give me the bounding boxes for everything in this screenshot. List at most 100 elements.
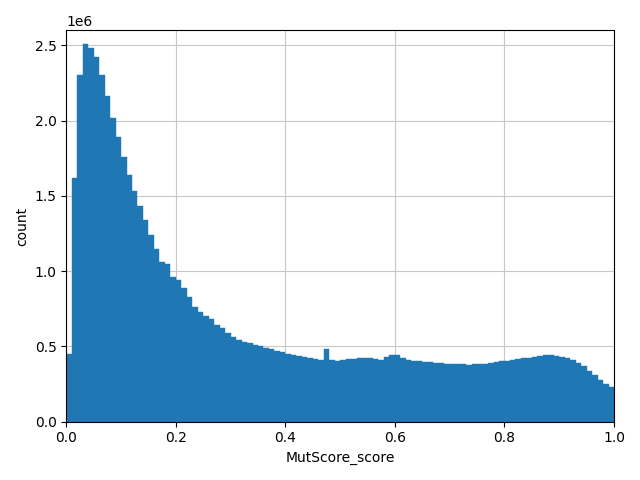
Bar [564,359,570,422]
Bar [148,235,154,422]
Bar [592,375,598,422]
Y-axis label: count: count [15,206,29,245]
Bar [77,75,83,422]
Bar [269,349,275,422]
Bar [318,360,324,422]
Bar [412,361,417,422]
Bar [521,359,526,422]
Bar [526,358,532,422]
Bar [187,297,192,422]
Bar [450,364,455,422]
Bar [110,118,116,422]
Bar [324,349,329,422]
Bar [466,365,472,422]
Bar [433,363,439,422]
Bar [170,277,176,422]
Bar [362,359,367,422]
Bar [220,328,225,422]
Bar [477,364,483,422]
Bar [428,362,433,422]
Bar [483,364,488,422]
Bar [143,220,148,422]
Bar [67,354,72,422]
Bar [543,356,548,422]
Bar [72,178,77,422]
Bar [401,359,406,422]
Bar [559,357,564,422]
Bar [406,360,412,422]
Bar [389,356,395,422]
Bar [198,312,204,422]
Bar [581,366,587,422]
Bar [395,356,401,422]
Bar [504,361,510,422]
Bar [225,333,230,422]
Bar [291,356,296,422]
Bar [313,359,318,422]
Bar [444,364,450,422]
Bar [236,340,241,422]
Bar [127,175,132,422]
Bar [346,359,351,422]
Bar [192,307,198,422]
Bar [138,206,143,422]
Bar [367,359,373,422]
Bar [340,360,346,422]
Bar [132,192,138,422]
Bar [99,75,104,422]
Bar [258,347,264,422]
Bar [307,359,313,422]
Bar [351,359,356,422]
Bar [493,362,499,422]
Bar [116,137,121,422]
Bar [83,44,88,422]
Bar [488,363,493,422]
Bar [88,48,93,422]
Bar [356,359,362,422]
Bar [104,96,110,422]
Bar [329,360,335,422]
Bar [461,364,466,422]
Bar [422,362,428,422]
Bar [176,280,181,422]
Bar [204,316,209,422]
Bar [285,354,291,422]
Bar [515,359,521,422]
Bar [455,364,461,422]
Bar [209,319,214,422]
Bar [280,352,285,422]
Bar [121,156,127,422]
Bar [532,357,538,422]
Bar [575,363,581,422]
X-axis label: MutScore_score: MutScore_score [285,451,395,465]
Bar [373,359,378,422]
Bar [264,348,269,422]
Bar [230,337,236,422]
Bar [154,249,159,422]
Bar [165,264,170,422]
Bar [499,361,504,422]
Bar [439,363,444,422]
Bar [384,357,389,422]
Bar [510,360,515,422]
Bar [587,371,592,422]
Bar [609,387,614,422]
Bar [472,364,477,422]
Bar [570,360,575,422]
Bar [538,356,543,422]
Bar [247,343,253,422]
Bar [603,384,609,422]
Bar [296,356,302,422]
Bar [253,345,258,422]
Bar [417,361,422,422]
Bar [598,380,603,422]
Bar [159,262,165,422]
Bar [93,57,99,422]
Bar [214,325,220,422]
Bar [275,351,280,422]
Bar [548,356,554,422]
Bar [335,361,340,422]
Bar [378,360,384,422]
Bar [302,357,307,422]
Bar [554,356,559,422]
